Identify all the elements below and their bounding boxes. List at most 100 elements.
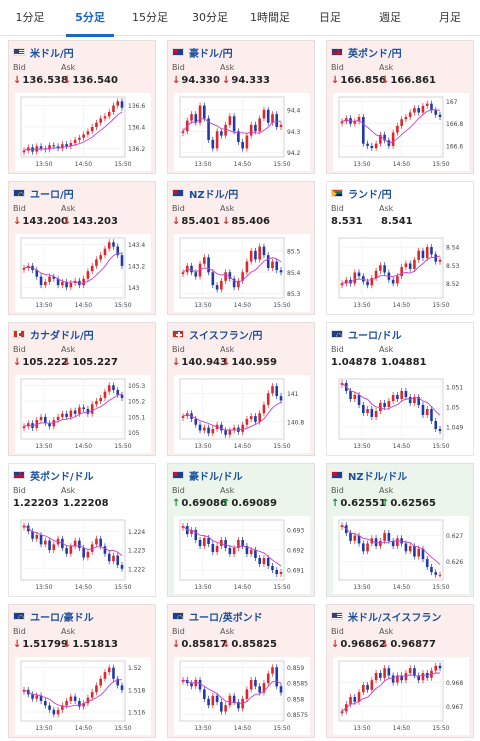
candle-body bbox=[44, 540, 47, 545]
x-tick-label: 13:50 bbox=[35, 443, 52, 450]
price-chart[interactable]: 8.52 8.53 8.54 13:50 14:50 15:50 bbox=[333, 234, 469, 312]
price-chart[interactable]: 94.2 94.3 94.4 13:50 14:50 15:50 bbox=[174, 93, 310, 171]
plot-frame bbox=[20, 660, 126, 722]
y-tick-label: 105.3 bbox=[128, 383, 145, 390]
y-tick-label: 143.4 bbox=[128, 242, 145, 249]
price-chart[interactable]: 166.6 166.8 167 13:50 14:50 15:50 bbox=[333, 93, 469, 171]
price-chart[interactable]: 136.2 136.4 136.6 13:50 14:50 15:50 bbox=[15, 93, 151, 171]
rate-card[interactable]: ユーロ/豪ドル Bid Ask ↓1.51799 ↓1.51813 1.516 1.518 1… bbox=[8, 604, 156, 738]
candle-body bbox=[73, 410, 77, 414]
candle-body bbox=[95, 259, 98, 266]
candle-body bbox=[120, 255, 124, 266]
pair-name-link[interactable]: 英ポンド/円 bbox=[348, 48, 402, 60]
rate-card[interactable]: ユーロ/ドル Bid Ask 1.04878 1.04881 1.049 1.05 1.051… bbox=[326, 322, 474, 456]
card-header: 豪ドル/円 bbox=[172, 45, 233, 60]
x-tick-label: 14:50 bbox=[393, 302, 410, 309]
pair-name-link[interactable]: ランド/円 bbox=[348, 189, 392, 201]
candle-body bbox=[400, 119, 403, 126]
rate-card[interactable]: 豪ドル/円 Bid Ask ↓94.330 ↓94.333 94.2 94.3 94.4 13:… bbox=[167, 40, 315, 174]
price-chart[interactable]: 85.3 85.4 85.5 13:50 14:50 15:50 bbox=[174, 234, 310, 312]
candle-body bbox=[275, 114, 279, 127]
pair-name-link[interactable]: NZドル/円 bbox=[189, 189, 239, 201]
rate-card[interactable]: ユーロ/円 Bid Ask ↓143.200 ↓143.203 143 143.2 143.4… bbox=[8, 181, 156, 315]
candle-body bbox=[73, 696, 77, 701]
candle-body bbox=[254, 250, 257, 260]
flag-icon bbox=[13, 189, 25, 197]
rate-card[interactable]: カナダドル/円 Bid Ask ↓105.222 ↓105.227 105 105.1 105… bbox=[8, 322, 156, 456]
price-chart[interactable]: 140.8 141 13:50 14:50 15:50 bbox=[174, 375, 310, 453]
rate-card[interactable]: 豪ドル/ドル Bid Ask ↑0.69086 ↑0.69089 0.691 0.692 0.… bbox=[167, 463, 315, 597]
pair-name-link[interactable]: ユーロ/円 bbox=[30, 189, 74, 201]
rate-card[interactable]: 英ポンド/ドル Bid Ask 1.22203 1.22208 1.222 1.223 1.2… bbox=[8, 463, 156, 597]
tab-5[interactable]: 日足 bbox=[319, 11, 341, 24]
price-chart[interactable]: 1.222 1.223 1.224 13:50 14:50 15:50 bbox=[15, 516, 151, 594]
candle-body bbox=[340, 711, 344, 714]
candle-body bbox=[198, 424, 202, 431]
flag-icon bbox=[13, 48, 25, 56]
tab-2[interactable]: 15分足 bbox=[132, 11, 168, 24]
tab-3[interactable]: 30分足 bbox=[192, 11, 228, 24]
price-chart[interactable]: 143 143.2 143.4 13:50 14:50 15:50 bbox=[15, 234, 151, 312]
price-chart[interactable]: 1.516 1.518 1.52 13:50 14:50 15:50 bbox=[15, 657, 151, 735]
pair-name-link[interactable]: カナダドル/円 bbox=[30, 330, 94, 342]
y-tick-label: 0.968 bbox=[446, 680, 463, 687]
pair-name-link[interactable]: 豪ドル/円 bbox=[189, 48, 233, 60]
candle-body bbox=[48, 705, 51, 710]
price-chart[interactable]: 0.8575 0.858 0.8585 0.859 13:50 14:50 15:50 bbox=[174, 657, 310, 735]
ask-value: 8.541 bbox=[381, 216, 413, 227]
candle-body bbox=[190, 683, 193, 687]
tab-1[interactable]: 5分足 bbox=[60, 0, 120, 37]
candle-body bbox=[194, 530, 198, 540]
candle-body bbox=[181, 416, 185, 418]
tab-6[interactable]: 週足 bbox=[379, 11, 401, 24]
rate-card[interactable]: NZドル/ドル Bid Ask ↑0.62551 ↑0.62565 0.626 0.627 1… bbox=[326, 463, 474, 597]
bid-value: 166.856 bbox=[340, 75, 386, 86]
arrow-down-icon: ↓ bbox=[63, 639, 72, 650]
candle-body bbox=[194, 272, 198, 277]
price-chart[interactable]: 0.626 0.627 13:50 14:50 15:50 bbox=[333, 516, 469, 594]
tab-0[interactable]: 1分足 bbox=[15, 11, 45, 24]
pair-name-link[interactable]: ユーロ/豪ドル bbox=[30, 612, 94, 624]
pair-name-link[interactable]: 米ドル/円 bbox=[30, 48, 74, 60]
rate-card[interactable]: スイスフラン/円 Bid Ask ↓140.943 ↓140.959 140.8 141 13… bbox=[167, 322, 315, 456]
bid-label: Bid bbox=[13, 486, 26, 495]
rate-card[interactable]: 英ポンド/円 Bid Ask ↓166.856 ↓166.861 166.6 166.8 16… bbox=[326, 40, 474, 174]
candle-body bbox=[379, 265, 382, 271]
price-chart[interactable]: 0.691 0.692 0.693 13:50 14:50 15:50 bbox=[174, 516, 310, 594]
rate-card[interactable]: NZドル/円 Bid Ask ↓85.401 ↓85.406 85.3 85.4 85.5 13… bbox=[167, 181, 315, 315]
pair-name-link[interactable]: ユーロ/英ポンド bbox=[189, 612, 263, 624]
candle-body bbox=[434, 254, 438, 262]
tab-7[interactable]: 月足 bbox=[439, 11, 461, 24]
pair-name-link[interactable]: スイスフラン/円 bbox=[189, 330, 263, 342]
x-tick-label: 15:50 bbox=[432, 725, 449, 732]
candle-body bbox=[112, 667, 115, 679]
pair-name-link[interactable]: ユーロ/ドル bbox=[348, 330, 402, 342]
rate-card[interactable]: ランド/円 Bid Ask 8.531 8.541 8.52 8.53 8.54 13:50 14… bbox=[326, 181, 474, 315]
candle-body bbox=[254, 550, 257, 558]
arrow-down-icon: ↓ bbox=[63, 216, 72, 227]
pair-name-link[interactable]: 米ドル/スイスフラン bbox=[348, 612, 442, 624]
rate-card[interactable]: 米ドル/スイスフラン Bid Ask ↓0.96862 ↓0.96877 0.967 0.9… bbox=[326, 604, 474, 738]
flag-icon bbox=[331, 612, 343, 620]
tab-4[interactable]: 1時間足 bbox=[250, 11, 290, 24]
candle-body bbox=[413, 397, 416, 403]
candle-body bbox=[362, 685, 365, 693]
pair-name-link[interactable]: 豪ドル/ドル bbox=[189, 471, 243, 483]
candle-body bbox=[56, 709, 60, 715]
candle-body bbox=[249, 124, 253, 136]
rate-card[interactable]: ユーロ/英ポンド Bid Ask ↓0.85817 ↓0.85825 0.8575 0.85… bbox=[167, 604, 315, 738]
rate-card[interactable]: 米ドル/円 Bid Ask ↓136.538 ↓136.540 136.2 136.4 136… bbox=[8, 40, 156, 174]
y-tick-label: 8.53 bbox=[446, 263, 460, 270]
candle-body bbox=[99, 255, 102, 260]
pair-name-link[interactable]: NZドル/ドル bbox=[348, 471, 408, 483]
candle-body bbox=[190, 530, 193, 534]
price-chart[interactable]: 105 105.1 105.2 105.3 13:50 14:50 15:50 bbox=[15, 375, 151, 453]
pair-name-link[interactable]: 英ポンド/ドル bbox=[30, 471, 94, 483]
arrow-down-icon: ↓ bbox=[13, 639, 22, 650]
price-chart[interactable]: 1.049 1.05 1.051 13:50 14:50 15:50 bbox=[333, 375, 469, 453]
price-chart[interactable]: 0.967 0.968 13:50 14:50 15:50 bbox=[333, 657, 469, 735]
candle-body bbox=[103, 116, 107, 119]
ask-label: Ask bbox=[379, 486, 394, 495]
candle-body bbox=[245, 419, 249, 425]
candle-body bbox=[48, 145, 51, 150]
